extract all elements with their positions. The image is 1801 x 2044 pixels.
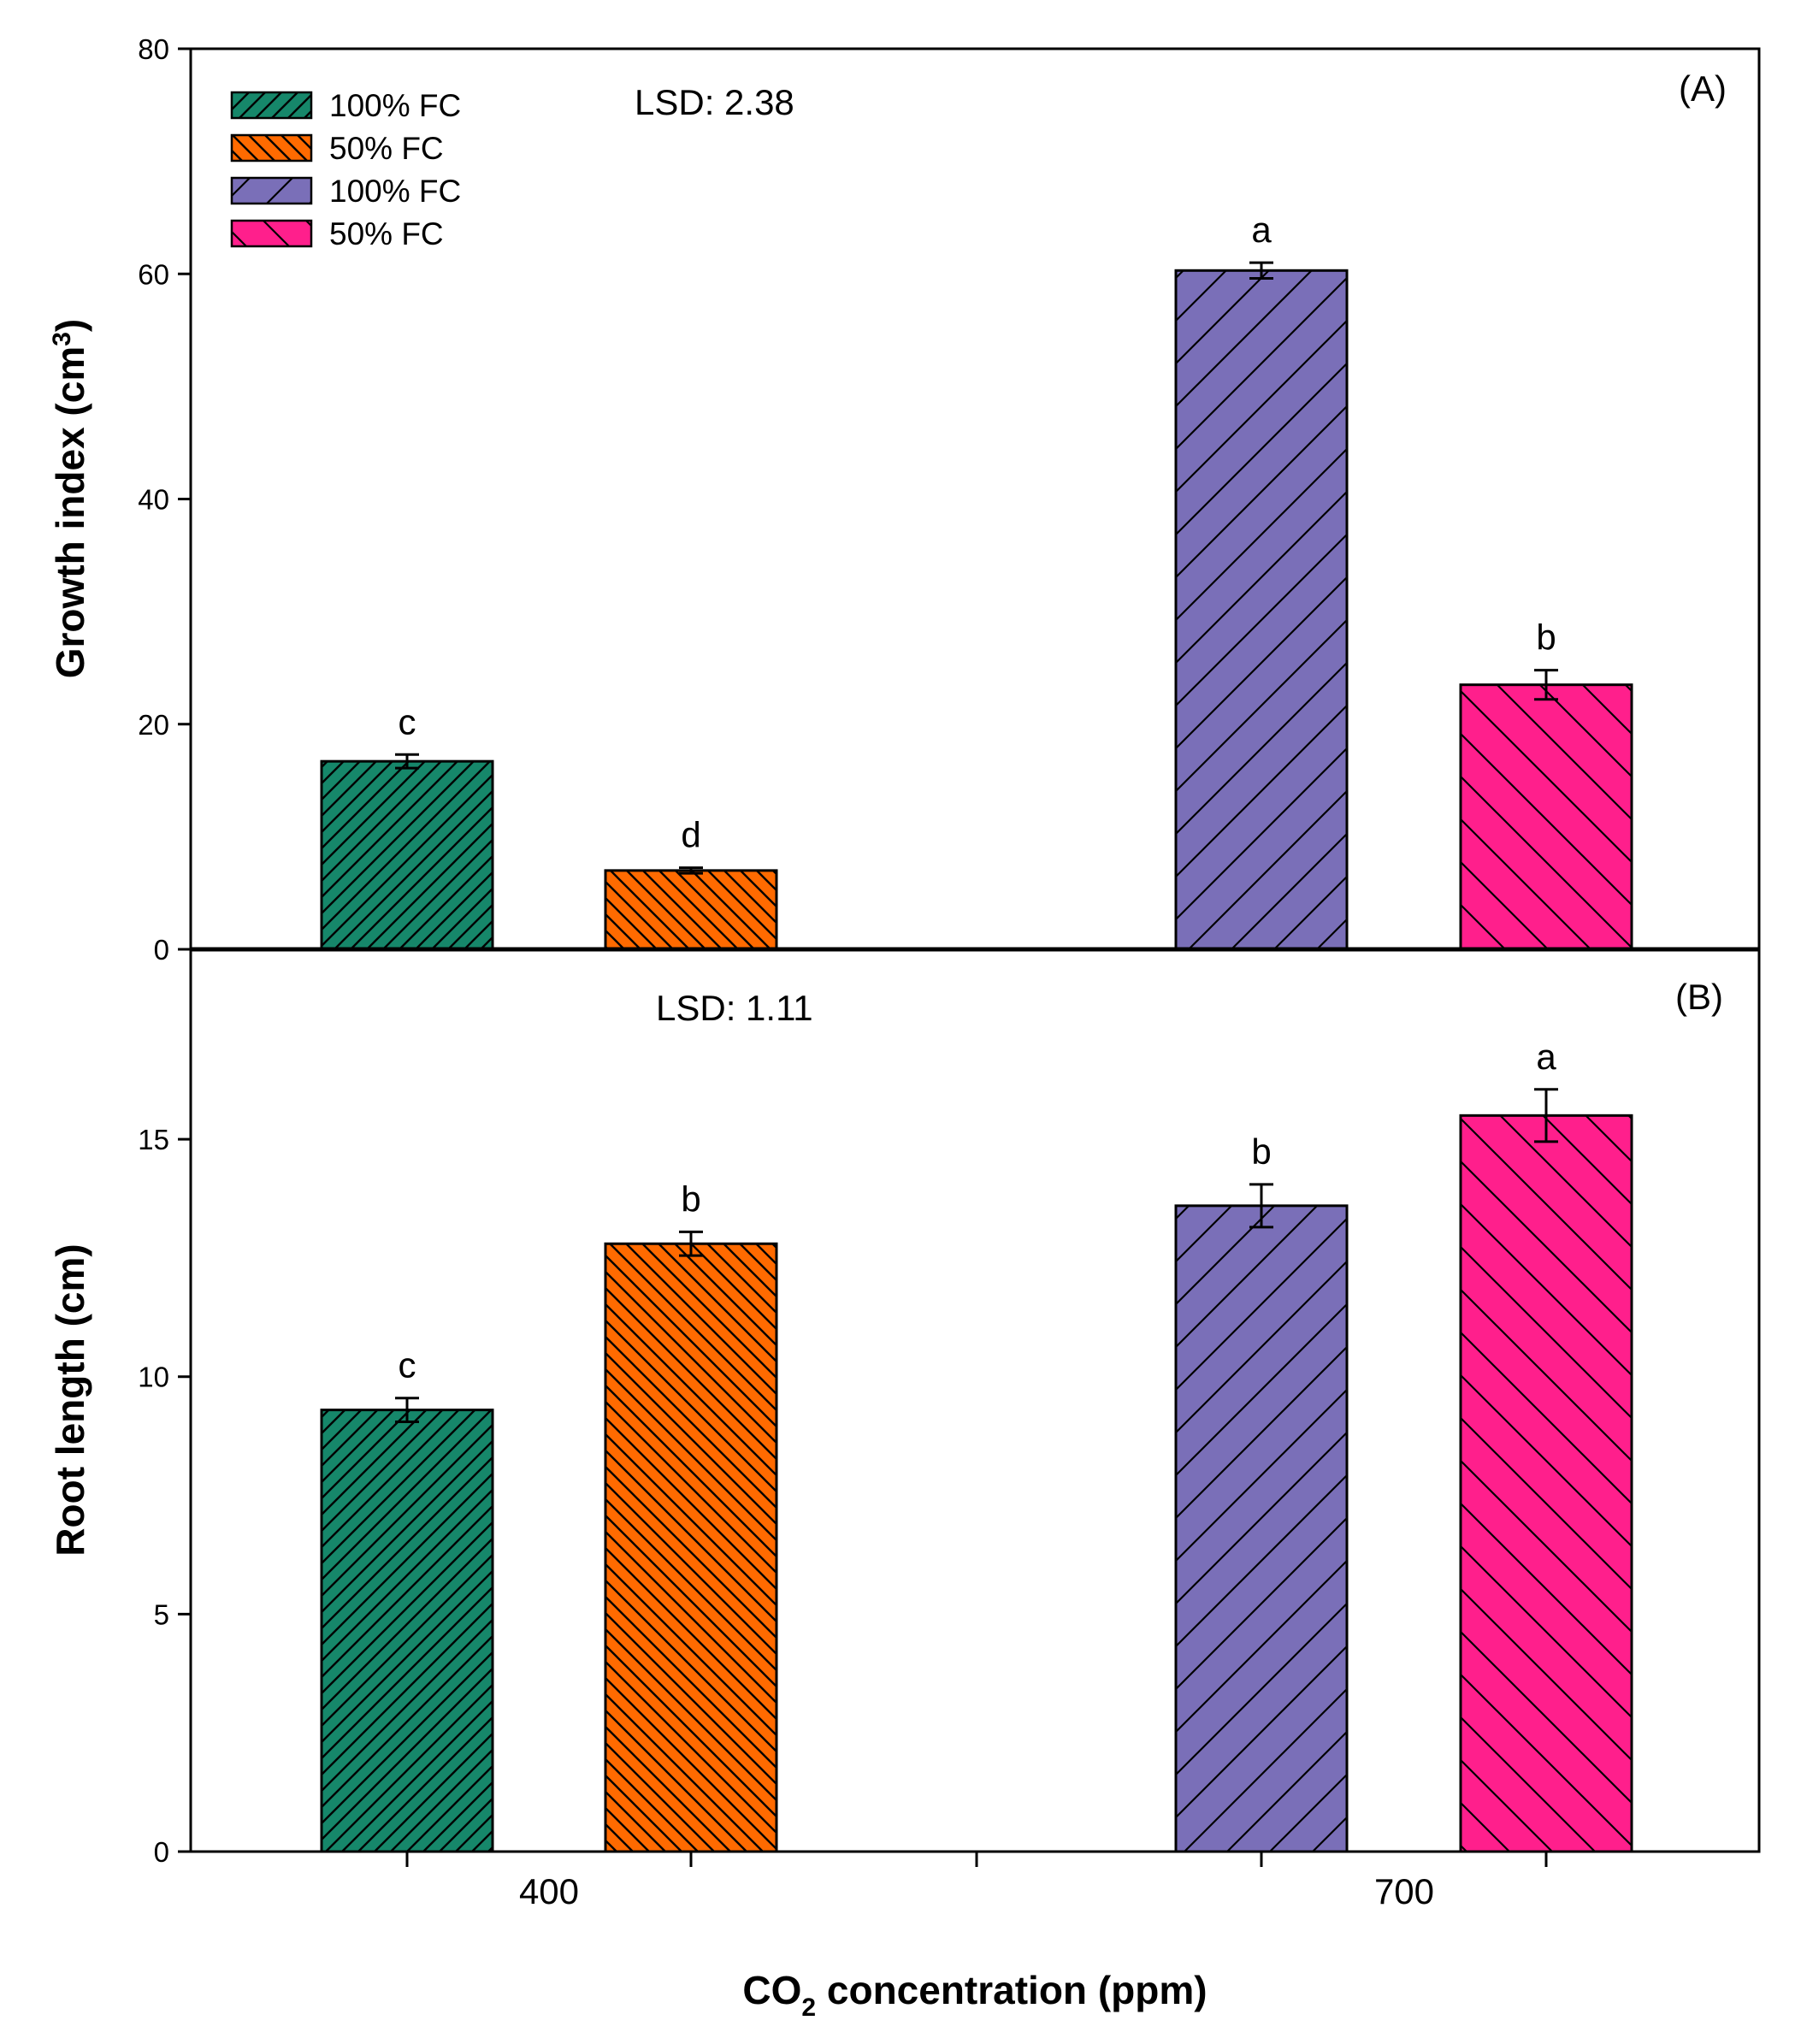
y-tick-label: 0 — [154, 1836, 169, 1868]
x-axis-title-sub: 2 — [801, 1994, 816, 2022]
panel-a-label: (A) — [1679, 68, 1727, 109]
bar — [1174, 269, 1349, 951]
panel-a: 0 20 40 60 80 c d a b LSD: 2.38 (A) Growth inde… — [48, 33, 1761, 966]
panel-b-label: (B) — [1675, 977, 1723, 1017]
x-axis: 400 700 CO2 concentration (ppm) — [405, 1852, 1548, 2022]
x-tick-label-400: 400 — [519, 1871, 579, 1911]
legend-swatch — [230, 133, 313, 162]
panel-b-bars: c b b a — [320, 1037, 1633, 1853]
x-axis-title: CO2 concentration (ppm) — [742, 1968, 1207, 2022]
panel-a-annotation: LSD: 2.38 — [635, 82, 794, 122]
panel-a-y-title-close: ) — [48, 319, 92, 332]
significance-letter: b — [1536, 617, 1556, 658]
y-tick-label: 0 — [154, 934, 169, 966]
legend: 100% FC 50% FC 100% FC 50% FC — [230, 88, 461, 251]
x-axis-title-suffix: concentration (ppm) — [816, 1968, 1207, 2012]
bar — [320, 759, 494, 951]
bar — [1459, 1114, 1633, 1853]
y-tick-label: 10 — [138, 1362, 169, 1393]
significance-letter: c — [399, 701, 416, 741]
y-tick-label: 20 — [138, 709, 169, 741]
bar — [1459, 683, 1633, 951]
panel-a-y-axis: 0 20 40 60 80 — [138, 33, 191, 966]
bar — [604, 869, 778, 951]
legend-swatch — [230, 176, 313, 205]
significance-letter: d — [681, 815, 700, 855]
panel-b: 0 5 10 15 c b b a LSD: 1.11 (B) Root length (c… — [48, 948, 1761, 1868]
legend-label: 100% FC — [329, 88, 461, 123]
legend-swatch — [230, 91, 313, 120]
significance-letter: a — [1251, 210, 1272, 250]
panel-b-annotation: LSD: 1.11 — [656, 988, 813, 1028]
legend-label: 50% FC — [329, 216, 444, 251]
bar — [320, 1409, 494, 1853]
significance-letter: b — [681, 1179, 700, 1219]
significance-letter: a — [1536, 1037, 1556, 1077]
panel-b-y-title: Root length (cm) — [48, 1244, 92, 1556]
y-tick-label: 40 — [138, 484, 169, 516]
y-tick-label: 80 — [138, 33, 169, 65]
panel-a-y-title: Growth index (cm3) — [48, 319, 92, 679]
legend-label: 100% FC — [329, 174, 461, 209]
significance-letter: c — [399, 1345, 416, 1385]
y-tick-label: 5 — [154, 1598, 169, 1630]
panel-a-y-title-main: Growth index (cm — [48, 346, 92, 678]
bar — [604, 1242, 778, 1853]
panel-b-y-axis: 0 5 10 15 — [138, 1124, 191, 1868]
x-tick-label-700: 700 — [1374, 1871, 1434, 1911]
x-axis-title-prefix: CO — [742, 1968, 801, 2012]
legend-label: 50% FC — [329, 131, 444, 166]
bar — [1174, 1204, 1349, 1853]
y-tick-label: 15 — [138, 1124, 169, 1155]
y-tick-label: 60 — [138, 258, 169, 290]
legend-swatch — [230, 219, 313, 248]
panel-a-y-title-sup: 3 — [48, 332, 76, 346]
panel-a-bars: c d a b — [320, 210, 1633, 951]
significance-letter: b — [1251, 1131, 1271, 1172]
panel-b-frame — [189, 948, 1761, 1853]
